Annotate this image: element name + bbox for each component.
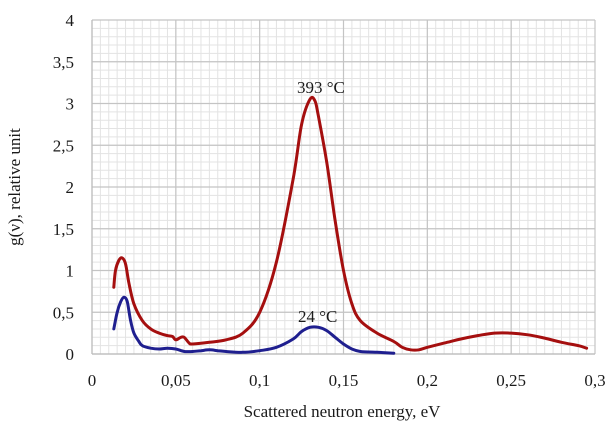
x-tick-label: 0,25 [496, 371, 526, 390]
y-tick-label: 0 [66, 345, 75, 364]
x-tick-label: 0,3 [584, 371, 605, 390]
series-line-393c [112, 95, 589, 352]
series-line-24c [112, 295, 396, 355]
tick-labels: 0 0,05 0,1 0,15 0,2 0,25 0,3 0 0,5 1 1,5 2 2,5 3 3,5 4 [53, 11, 606, 390]
y-tick-label: 3 [66, 95, 75, 114]
y-tick-label: 0,5 [53, 303, 74, 322]
y-tick-label: 1 [66, 262, 75, 281]
y-tick-label: 4 [66, 11, 75, 30]
series-annotation-393c: 393 °C [297, 78, 345, 97]
y-tick-label: 1,5 [53, 220, 74, 239]
series-layer [112, 95, 589, 355]
x-axis-title: Scattered neutron energy, eV [244, 402, 442, 421]
y-axis-title: g(ν), relative unit [5, 128, 24, 246]
y-tick-label: 2,5 [53, 136, 74, 155]
x-tick-label: 0,2 [417, 371, 438, 390]
series-annotation-24c: 24 °C [298, 307, 337, 326]
x-tick-label: 0 [88, 371, 97, 390]
y-tick-label: 3,5 [53, 53, 74, 72]
grid [91, 19, 596, 355]
y-tick-label: 2 [66, 178, 75, 197]
x-tick-label: 0,05 [161, 371, 191, 390]
x-tick-label: 0,15 [329, 371, 359, 390]
x-tick-label: 0,1 [249, 371, 270, 390]
